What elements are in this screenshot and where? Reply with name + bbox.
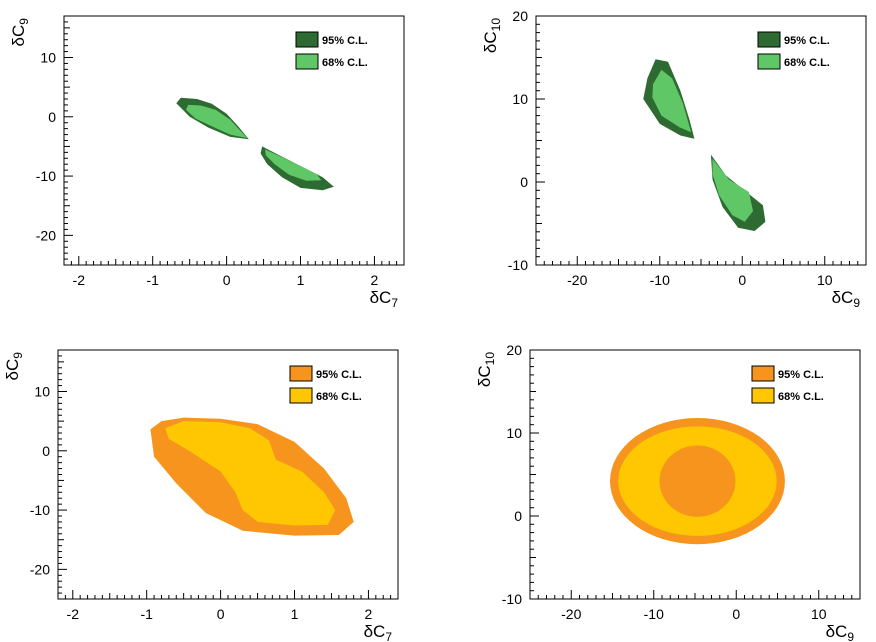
legend: 95% C.L. 68% C.L. <box>757 31 830 70</box>
contour-68cl-region-2 <box>712 158 753 222</box>
x-tick-label: -20 <box>561 606 581 622</box>
y-axis-title: δC9 <box>9 18 31 47</box>
x-tick-label: -2 <box>67 606 80 622</box>
y-tick-label: -10 <box>36 168 56 184</box>
contour-68cl-region-1 <box>186 104 248 139</box>
legend-label: 95% C.L. <box>322 35 368 47</box>
legend-swatch <box>751 365 775 382</box>
legend: 95% C.L. 68% C.L. <box>295 31 368 70</box>
legend-label: 95% C.L. <box>316 369 362 381</box>
legend: 95% C.L. 68% C.L. <box>751 365 824 404</box>
legend-swatch <box>295 53 319 70</box>
y-tick-label: 20 <box>506 342 522 358</box>
contour-68cl-region-1 <box>652 69 692 133</box>
legend-label: 95% C.L. <box>784 35 830 47</box>
legend-swatch <box>289 387 313 404</box>
x-tick-label: 2 <box>365 606 373 622</box>
legend: 95% C.L. 68% C.L. <box>289 365 362 404</box>
y-tick-label: 10 <box>40 50 56 66</box>
legend-swatch <box>757 31 781 48</box>
contour-core-region-1 <box>659 445 736 517</box>
legend-swatch <box>289 365 313 382</box>
x-tick-label: 1 <box>291 606 299 622</box>
contour-68cl-region-2 <box>265 149 322 181</box>
y-axis-title: δC10 <box>475 352 497 387</box>
x-tick-label: 0 <box>217 606 225 622</box>
x-tick-label: 10 <box>811 606 827 622</box>
legend-label: 68% C.L. <box>778 391 824 403</box>
y-tick-label: -10 <box>508 257 528 273</box>
legend-label: 95% C.L. <box>778 369 824 381</box>
x-tick-label: -20 <box>567 272 587 288</box>
plot-area <box>176 97 334 191</box>
plot-area <box>150 417 354 536</box>
y-tick-label: -20 <box>30 561 50 577</box>
x-tick-label: -2 <box>73 272 86 288</box>
legend-swatch <box>751 387 775 404</box>
y-tick-label: 0 <box>514 508 522 524</box>
y-axis-title: δC9 <box>3 352 25 381</box>
y-tick-label: -10 <box>502 591 522 607</box>
x-axis-title: δC9 <box>832 288 861 310</box>
plot-frame <box>535 15 867 266</box>
x-axis-title: δC7 <box>370 288 399 310</box>
plot-area <box>610 418 785 545</box>
legend-swatch <box>757 53 781 70</box>
x-tick-label: 1 <box>297 272 305 288</box>
x-tick-label: 2 <box>371 272 379 288</box>
plot-frame <box>63 15 405 266</box>
x-tick-label: -1 <box>140 606 153 622</box>
panel-2: -20 -10 0 10 -10 0 10 20 δC9 δC10 95% C.L. 68% C.L. <box>481 8 867 310</box>
legend-swatch <box>295 31 319 48</box>
contour-68cl-region-1 <box>165 421 336 526</box>
x-axis-title: δC9 <box>826 622 855 642</box>
y-tick-label: 0 <box>42 443 50 459</box>
legend-label: 68% C.L. <box>784 57 830 69</box>
x-tick-label: 0 <box>223 272 231 288</box>
y-tick-label: 10 <box>512 91 528 107</box>
x-tick-label: -10 <box>650 272 670 288</box>
plot-area <box>643 59 766 231</box>
y-tick-label: 10 <box>506 425 522 441</box>
x-tick-label: 10 <box>817 272 833 288</box>
y-tick-label: 0 <box>520 174 528 190</box>
x-axis-title: δC7 <box>364 622 393 642</box>
x-tick-label: -1 <box>146 272 159 288</box>
x-tick-label: -10 <box>644 606 664 622</box>
y-tick-label: -20 <box>36 227 56 243</box>
legend-label: 68% C.L. <box>322 57 368 69</box>
y-axis-title: δC10 <box>481 18 503 53</box>
x-tick-label: 0 <box>738 272 746 288</box>
y-tick-label: -10 <box>30 502 50 518</box>
panel-4: -20 -10 0 10 -10 0 10 20 δC9 δC10 95% C.L. 68% C.L. <box>475 342 861 642</box>
legend-label: 68% C.L. <box>316 391 362 403</box>
y-tick-label: 10 <box>34 384 50 400</box>
y-tick-label: 20 <box>512 8 528 24</box>
y-tick-label: 0 <box>48 109 56 125</box>
x-tick-label: 0 <box>732 606 740 622</box>
